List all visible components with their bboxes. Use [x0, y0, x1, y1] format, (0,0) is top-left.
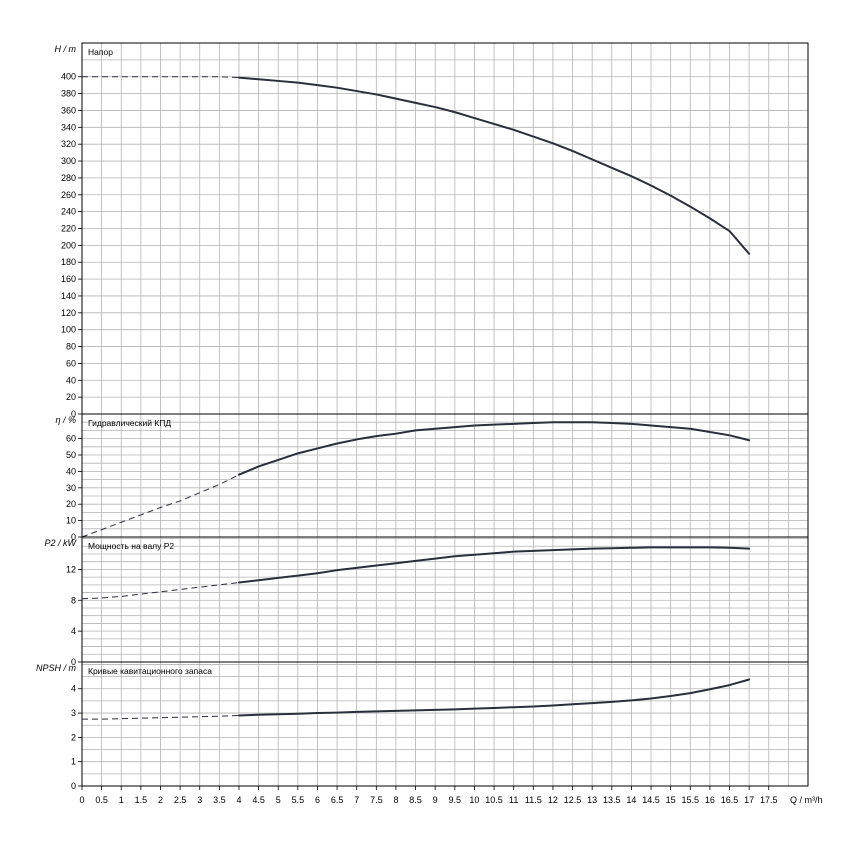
x-tick-label: 13.5 [603, 795, 621, 805]
y-tick-label: 160 [61, 274, 76, 284]
y-tick-label: 4 [71, 684, 76, 694]
y-tick-label: 40 [66, 375, 76, 385]
x-tick-label: 12.5 [564, 795, 582, 805]
x-tick-label: 1 [119, 795, 124, 805]
y-tick-label: 360 [61, 105, 76, 115]
x-tick-label: 10.5 [485, 795, 503, 805]
x-tick-label: 9.5 [449, 795, 462, 805]
curve-head-extrapolated [82, 76, 239, 79]
x-tick-label: 13 [587, 795, 597, 805]
panel-power: 0 4 8 12 P2 / kW Мощность на валу P2 [44, 536, 809, 667]
y-tick-label: 8 [71, 595, 76, 605]
y-tick-label: 3 [71, 708, 76, 718]
y-tick-label: 60 [66, 434, 76, 444]
x-tick-label: 2.5 [174, 795, 187, 805]
x-tick-label: 0 [79, 795, 84, 805]
panel-npsh: 0 1 2 3 4 NPSH / m Кривые кавитационного запас… [36, 661, 809, 791]
y-tick-label: 20 [66, 499, 76, 509]
x-tick-label: 6.5 [331, 795, 344, 805]
panel-frame [81, 661, 809, 787]
x-tick-label: 4 [236, 795, 241, 805]
y-axis-label: η / % [55, 415, 76, 425]
x-tick-label: 15 [666, 795, 676, 805]
panel-title: Напор [88, 47, 113, 57]
x-tick-label: 4.5 [252, 795, 265, 805]
y-tick-label: 120 [61, 308, 76, 318]
x-tick-label: 3.5 [213, 795, 226, 805]
y-tick-label: 40 [66, 466, 76, 476]
x-tick-label: 6 [315, 795, 320, 805]
panel-efficiency: 0 10 20 30 40 50 60 η / % Гидравлический КПД [55, 413, 809, 542]
curve-power [237, 546, 751, 584]
y-tick-label: 0 [71, 409, 76, 419]
panel-head: 0 20 40 60 80 100 120 140 160 180 200 220 240 260 280 3… [55, 42, 809, 419]
curve-npsh [237, 678, 751, 717]
y-tick-label: 240 [61, 207, 76, 217]
curve-efficiency-extrapolated [81, 474, 240, 538]
x-tick-label: 1.5 [135, 795, 148, 805]
curve-head [237, 76, 751, 255]
y-tick-label: 12 [66, 564, 76, 574]
y-tick-label: 50 [66, 450, 76, 460]
x-tick-label: 2 [158, 795, 163, 805]
x-axis: 0 0.5 1 1.5 2 2.5 3 3.5 4 4.5 5 5.5 6 6.5 7 7.5 8 8.5 9 9.5… [79, 786, 823, 805]
y-tick-label: 260 [61, 190, 76, 200]
y-axis-label: H / m [55, 44, 77, 54]
x-axis-label: Q / m³/h [790, 795, 823, 805]
x-tick-label: 12 [548, 795, 558, 805]
x-tick-label: 5 [276, 795, 281, 805]
y-tick-label: 4 [71, 626, 76, 636]
x-tick-label: 14.5 [642, 795, 660, 805]
y-tick-label: 140 [61, 291, 76, 301]
x-tick-label: 15.5 [682, 795, 700, 805]
x-tick-label: 8 [393, 795, 398, 805]
y-tick-label: 100 [61, 325, 76, 335]
panel-title: Мощность на валу P2 [88, 541, 174, 551]
x-tick-label: 10 [469, 795, 479, 805]
x-tick-label: 16.5 [721, 795, 739, 805]
y-tick-label: 200 [61, 240, 76, 250]
panel-frame [81, 413, 809, 538]
y-tick-label: 340 [61, 122, 76, 132]
y-tick-label: 220 [61, 224, 76, 234]
x-tick-label: 11 [509, 795, 518, 805]
y-tick-label: 60 [66, 358, 76, 368]
y-tick-label: 380 [61, 89, 76, 99]
panel-title: Гидравлический КПД [88, 418, 171, 428]
curve-npsh-extrapolated [82, 714, 239, 720]
x-tick-label: 17.5 [760, 795, 778, 805]
x-tick-label: 8.5 [409, 795, 422, 805]
y-tick-label: 280 [61, 173, 76, 183]
y-tick-label: 30 [66, 483, 76, 493]
x-tick-label: 7 [354, 795, 359, 805]
x-tick-label: 11.5 [525, 795, 542, 805]
panel-frame [81, 536, 809, 663]
y-tick-label: 300 [61, 156, 76, 166]
panel-title: Кривые кавитационного запаса [88, 666, 212, 676]
x-tick-label: 9 [433, 795, 438, 805]
y-axis-label: P2 / kW [44, 538, 77, 548]
curve-power-extrapolated [81, 582, 240, 600]
x-tick-label: 3 [197, 795, 202, 805]
x-tick-label: 0.5 [95, 795, 108, 805]
y-tick-label: 0 [71, 781, 76, 791]
x-tick-label: 14 [626, 795, 636, 805]
x-tick-label: 7.5 [370, 795, 383, 805]
y-tick-label: 320 [61, 139, 76, 149]
x-tick-label: 16 [705, 795, 715, 805]
y-tick-label: 80 [66, 342, 76, 352]
y-tick-label: 0 [71, 657, 76, 667]
y-tick-label: 0 [71, 532, 76, 542]
x-tick-label: 5.5 [292, 795, 305, 805]
curve-efficiency [237, 421, 751, 476]
y-tick-label: 180 [61, 257, 76, 267]
y-tick-label: 400 [61, 72, 76, 82]
y-tick-label: 1 [71, 757, 76, 767]
y-tick-label: 2 [71, 732, 76, 742]
y-tick-label: 20 [66, 392, 76, 402]
x-tick-label: 17 [744, 795, 754, 805]
y-tick-label: 10 [66, 516, 76, 526]
y-axis-label: NPSH / m [36, 663, 77, 673]
